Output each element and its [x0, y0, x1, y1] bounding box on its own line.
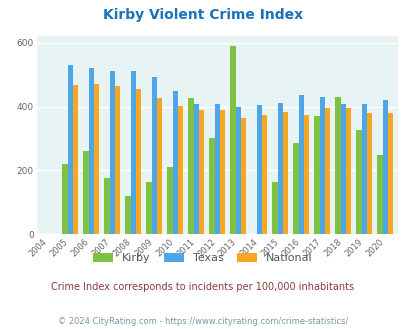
- Bar: [67, 65, 72, 234]
- Text: © 2024 CityRating.com - https://www.cityrating.com/crime-statistics/: © 2024 CityRating.com - https://www.city…: [58, 317, 347, 326]
- Bar: [151, 77, 156, 234]
- Bar: [109, 71, 115, 234]
- Bar: [277, 103, 282, 234]
- Bar: [313, 116, 319, 234]
- Bar: [261, 115, 266, 234]
- Bar: [198, 110, 204, 234]
- Bar: [62, 164, 67, 234]
- Bar: [135, 89, 141, 234]
- Bar: [167, 167, 172, 234]
- Bar: [382, 100, 387, 234]
- Bar: [377, 155, 382, 234]
- Bar: [146, 182, 151, 234]
- Bar: [235, 107, 240, 234]
- Bar: [319, 97, 324, 234]
- Bar: [282, 112, 288, 234]
- Legend: Kirby, Texas, National: Kirby, Texas, National: [89, 248, 316, 268]
- Bar: [219, 111, 224, 234]
- Bar: [130, 71, 135, 234]
- Bar: [94, 84, 99, 234]
- Bar: [72, 85, 78, 234]
- Bar: [188, 98, 193, 234]
- Bar: [345, 108, 350, 234]
- Bar: [303, 115, 308, 234]
- Text: Kirby Violent Crime Index: Kirby Violent Crime Index: [103, 8, 302, 22]
- Bar: [88, 68, 94, 234]
- Bar: [115, 86, 120, 234]
- Bar: [209, 138, 214, 234]
- Bar: [83, 151, 88, 234]
- Bar: [340, 104, 345, 234]
- Bar: [272, 182, 277, 234]
- Bar: [230, 46, 235, 234]
- Bar: [293, 143, 298, 234]
- Bar: [256, 105, 261, 234]
- Bar: [324, 108, 329, 234]
- Bar: [172, 91, 177, 234]
- Bar: [356, 130, 361, 234]
- Bar: [125, 196, 130, 234]
- Bar: [214, 104, 219, 234]
- Bar: [387, 113, 392, 234]
- Bar: [193, 104, 198, 234]
- Bar: [361, 104, 366, 234]
- Text: Crime Index corresponds to incidents per 100,000 inhabitants: Crime Index corresponds to incidents per…: [51, 282, 354, 292]
- Bar: [298, 95, 303, 234]
- Bar: [156, 98, 162, 234]
- Bar: [177, 106, 183, 234]
- Bar: [104, 179, 109, 234]
- Bar: [240, 118, 245, 234]
- Bar: [335, 97, 340, 234]
- Bar: [366, 113, 371, 234]
